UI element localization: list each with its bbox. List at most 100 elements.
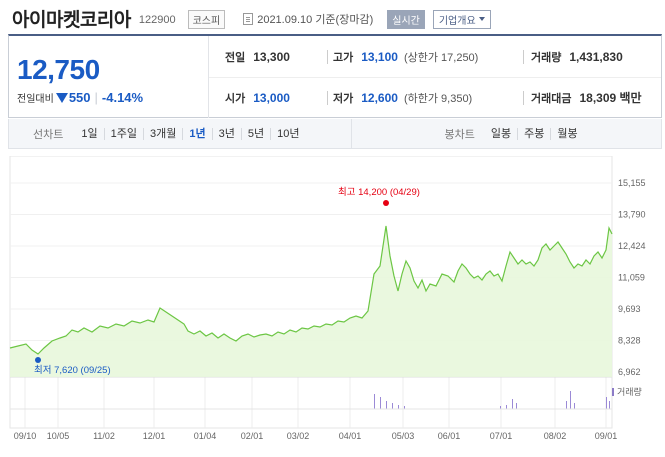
x-tick-label: 09/10 (14, 431, 37, 441)
period-tabs: 1일 1주일 3개월 1년 3년 5년 10년 (75, 127, 305, 140)
stock-code: 122900 (138, 14, 176, 26)
volume-bar (512, 399, 513, 409)
volume-label: 거래량 (531, 51, 562, 64)
current-price: 12,750 (17, 54, 100, 85)
volume-bar (398, 405, 399, 409)
open-value: 13,000 (253, 90, 290, 105)
tab-candle-0[interactable]: 일봉 (485, 127, 519, 140)
high-label: 고가 (333, 51, 354, 64)
prev-close: 전일 13,300 (225, 36, 290, 77)
prev-close-value: 13,300 (253, 49, 290, 64)
volume-legend-label: 거래량 (617, 386, 642, 397)
divider (523, 91, 524, 105)
x-tick-label: 03/02 (287, 431, 310, 441)
row-divider (209, 77, 661, 78)
change-label: 전일대비 (17, 94, 54, 105)
price-chart[interactable]: 15,155 13,790 12,424 11,059 9,693 8,328 6,962 0… (0, 156, 665, 456)
tab-divider (351, 118, 353, 149)
max-marker (383, 200, 389, 206)
candle-chart-label[interactable]: 봉차트 (444, 128, 475, 141)
amount-value: 18,309 백만 (579, 91, 642, 105)
tab-period-5[interactable]: 5년 (242, 127, 272, 140)
x-tick-label: 09/01 (595, 431, 618, 441)
x-tick-label: 01/04 (194, 431, 217, 441)
change-separator: | (94, 90, 98, 105)
document-icon (243, 13, 254, 25)
x-tick-label: 02/01 (241, 431, 264, 441)
volume-bar (380, 397, 381, 409)
volume-bar (566, 401, 567, 409)
y-tick-label: 11,059 (618, 273, 645, 283)
high-value: 13,100 (361, 49, 398, 64)
y-tick-label: 13,790 (618, 210, 646, 220)
x-tick-label: 06/01 (438, 431, 461, 441)
tab-candle-1[interactable]: 주봉 (518, 127, 552, 140)
price-stats-grid: 전일 13,300 고가 13,100 (상한가 17,250) 거래량 1,4… (209, 36, 661, 118)
date-info: 2021.09.10 기준(장마감) (243, 11, 373, 27)
x-tick-label: 05/03 (392, 431, 415, 441)
company-overview-button[interactable]: 기업개요 (432, 9, 491, 29)
trade-amount: 거래대금 18,309 백만 (531, 77, 642, 118)
tab-candle-2[interactable]: 월봉 (557, 127, 578, 140)
volume-value: 1,431,830 (569, 49, 623, 64)
chevron-down-icon (478, 17, 485, 21)
max-label: 최고 14,200 (04/29) (338, 187, 420, 198)
y-tick-label: 9,693 (618, 304, 641, 314)
volume-bar (500, 406, 501, 409)
x-tick-label: 08/02 (544, 431, 567, 441)
change-rate: -4.14% (101, 90, 144, 105)
volume-bar (609, 401, 610, 409)
date-text: 2021.09.10 기준(장마감) (257, 14, 374, 26)
x-tick-label: 11/02 (93, 431, 115, 441)
tab-period-6[interactable]: 10년 (277, 127, 300, 140)
divider (327, 50, 328, 64)
y-tick-label: 12,424 (618, 241, 646, 251)
upper-limit: (상한가 17,250) (403, 51, 479, 64)
open-label: 시가 (225, 92, 246, 105)
tab-period-2[interactable]: 3개월 (144, 127, 184, 140)
low-label: 저가 (333, 92, 354, 105)
min-marker (35, 357, 41, 363)
volume-bar (404, 406, 405, 409)
volume-legend-swatch (612, 388, 614, 396)
high-price: 고가 13,100 (상한가 17,250) (333, 36, 478, 77)
low-price: 저가 12,600 (하한가 9,350) (333, 77, 472, 118)
market-badge: 코스피 (187, 9, 226, 29)
divider (327, 91, 328, 105)
volume-bar (374, 394, 375, 409)
volume-bar (574, 403, 575, 409)
price-area (10, 226, 612, 377)
company-name: 아이마켓코리아 (12, 9, 131, 31)
volume-bar (386, 401, 387, 409)
y-tick-label: 6,962 (618, 367, 641, 377)
x-tick-label: 10/05 (47, 431, 70, 441)
lower-limit: (하한가 9,350) (403, 92, 473, 105)
chart-tabs: 선차트 1일 1주일 3개월 1년 3년 5년 10년 봉차트 일봉 주봉 월봉 (8, 118, 662, 149)
change-value: 550 (68, 90, 91, 105)
candle-tabs: 일봉 주봉 월봉 (485, 127, 584, 140)
stock-header: 아이마켓코리아 122900 코스피 2021.09.10 기준(장마감) 실시… (12, 4, 491, 32)
down-arrow-icon (55, 92, 68, 103)
x-tick-label: 04/01 (339, 431, 362, 441)
realtime-button[interactable]: 실시간 (387, 9, 425, 29)
tab-period-0[interactable]: 1일 (75, 127, 105, 140)
price-summary: 12,750 전일대비 550 | -4.14% 전일 13,300 고가 13… (8, 34, 662, 118)
tab-period-4[interactable]: 3년 (213, 127, 242, 140)
x-tick-label: 12/01 (143, 431, 166, 441)
min-label: 최저 7,620 (09/25) (34, 365, 111, 376)
volume-bar (506, 405, 507, 409)
company-overview-label: 기업개요 (438, 15, 476, 27)
price-change: 전일대비 550 | -4.14% (17, 90, 143, 105)
line-chart-label[interactable]: 선차트 (33, 128, 64, 141)
price-line (9, 225, 613, 355)
x-tick-label: 07/01 (490, 431, 513, 441)
low-value: 12,600 (361, 90, 398, 105)
tab-period-3[interactable]: 1년 (183, 127, 213, 140)
current-price-panel: 12,750 전일대비 550 | -4.14% (9, 36, 209, 118)
open-price: 시가 13,000 (225, 77, 290, 118)
prev-close-label: 전일 (225, 51, 246, 64)
y-tick-label: 8,328 (618, 336, 641, 346)
volume-bar (516, 403, 517, 409)
tab-period-1[interactable]: 1주일 (105, 127, 144, 140)
volume: 거래량 1,431,830 (531, 36, 623, 77)
